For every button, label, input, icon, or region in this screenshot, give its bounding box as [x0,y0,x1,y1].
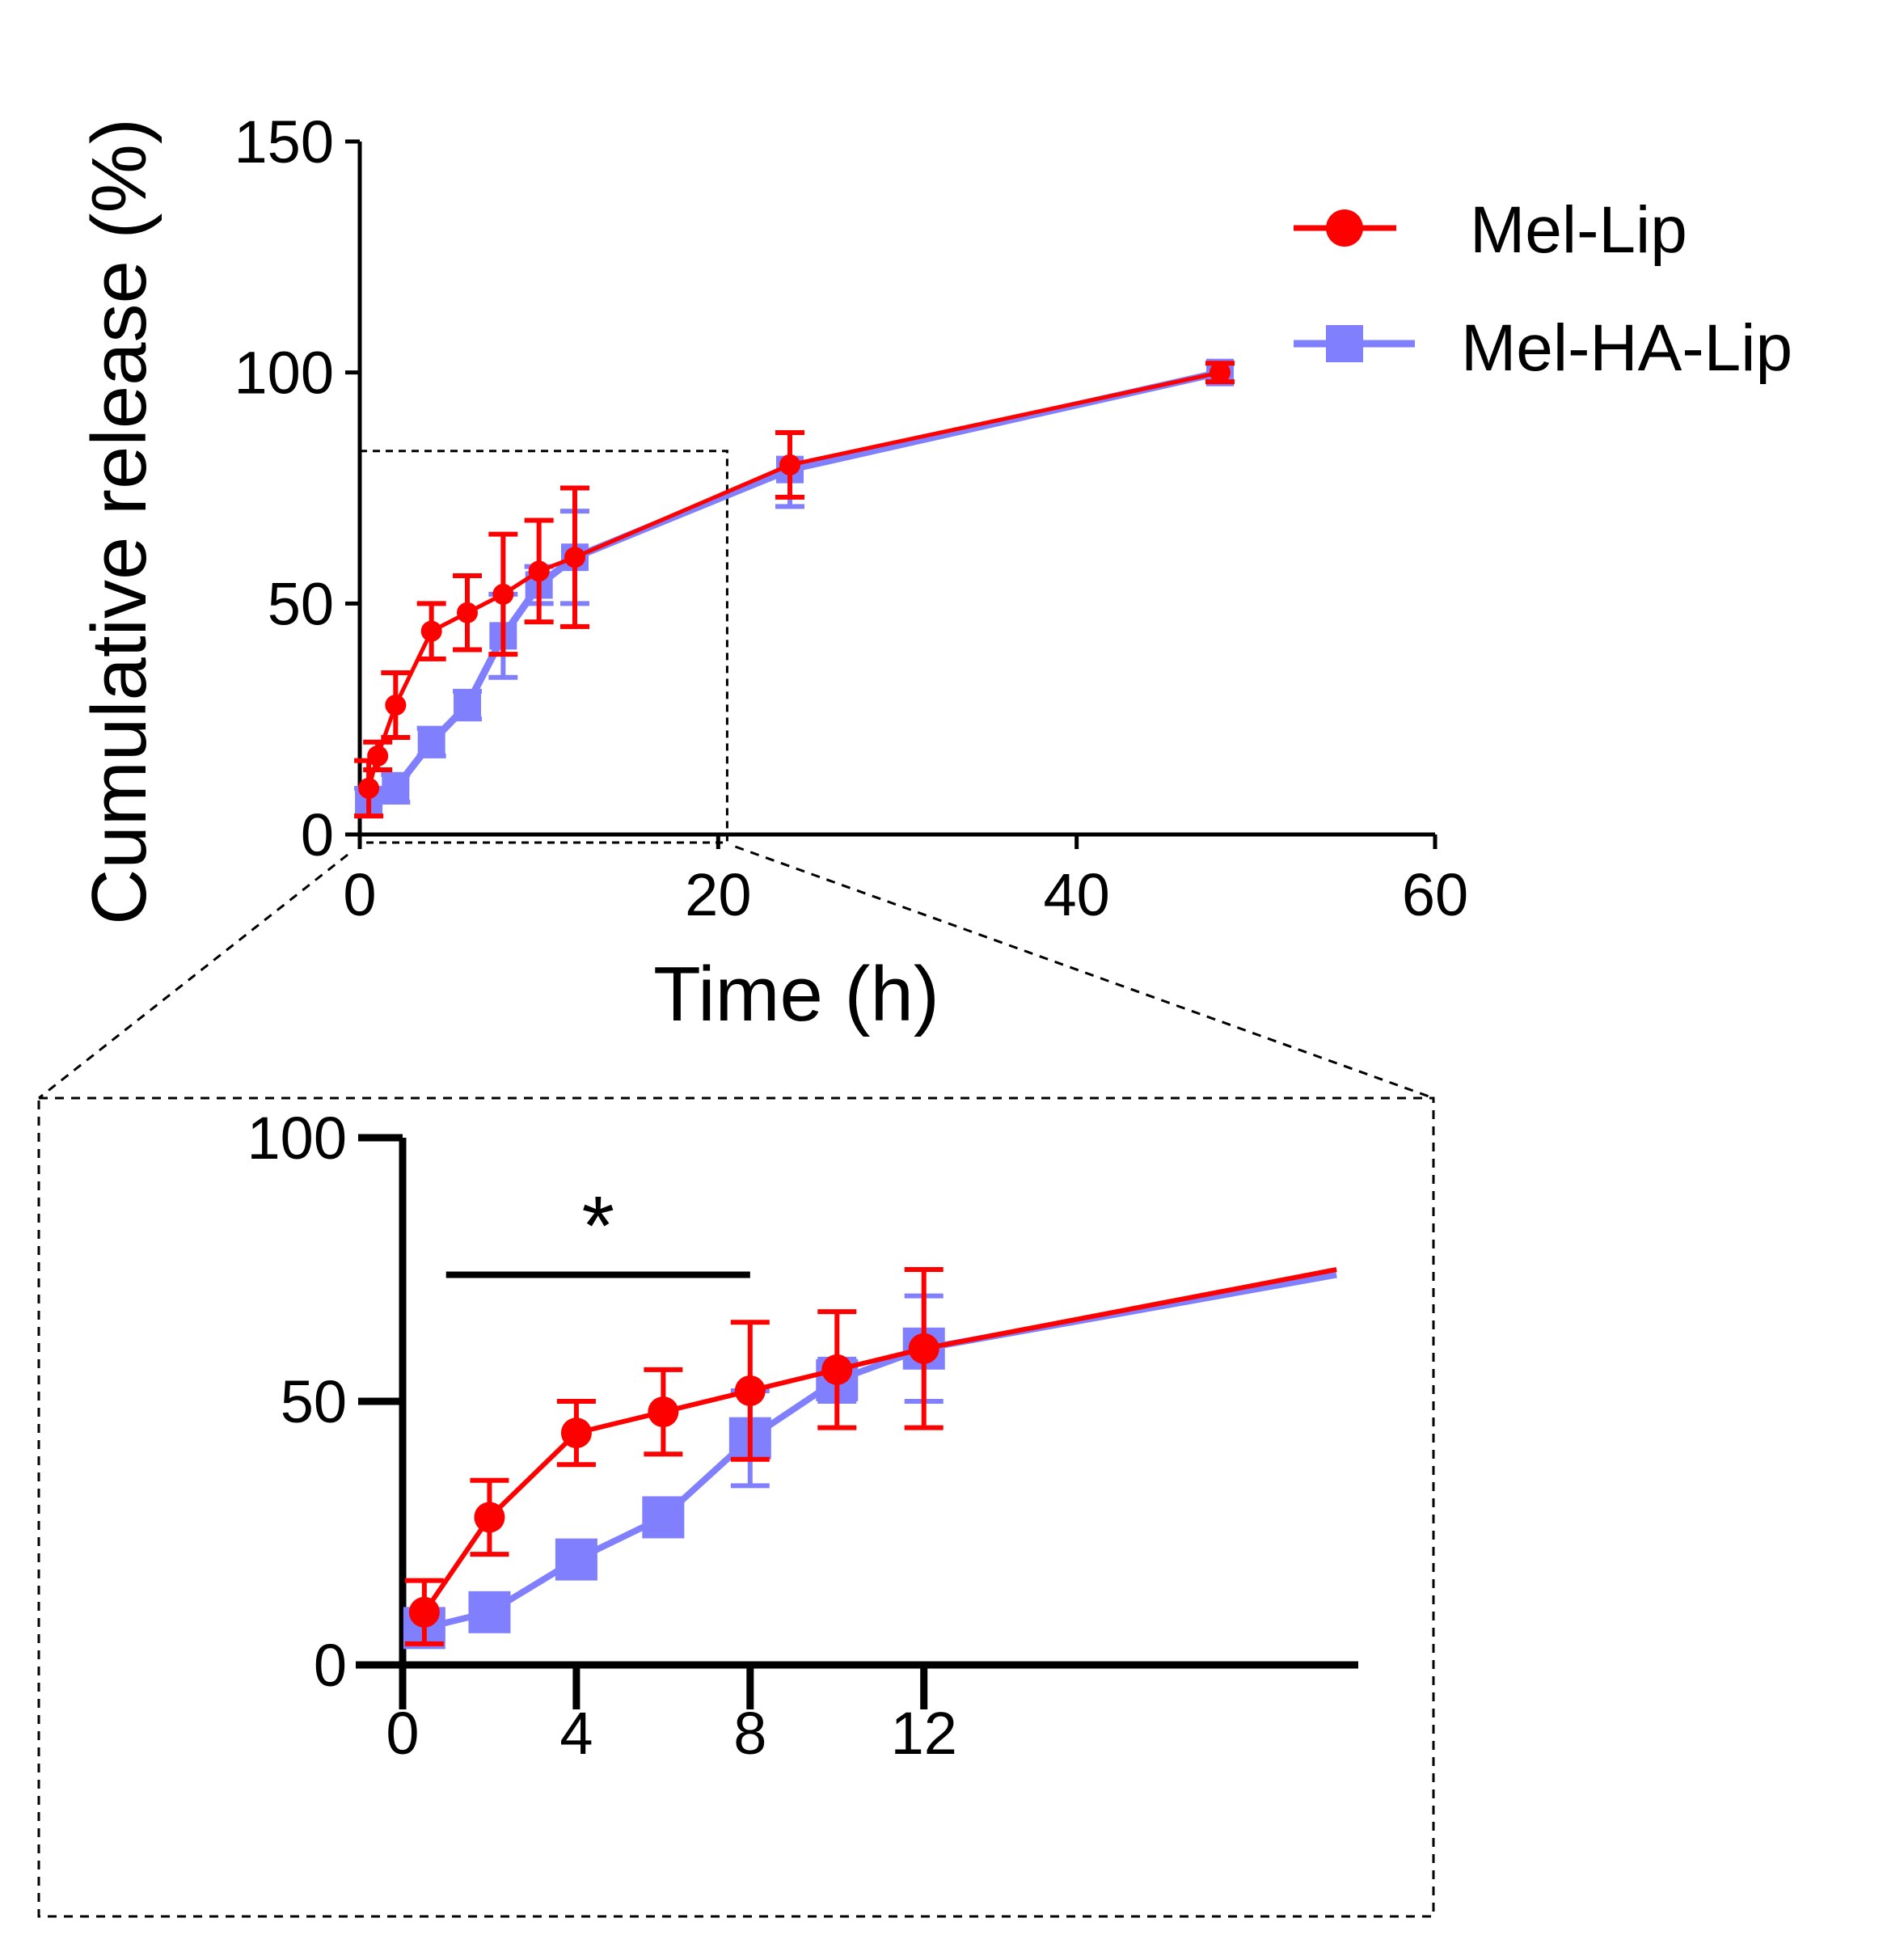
main-point-mel-lip [457,602,478,623]
main-x-tick-label: 60 [1402,861,1468,928]
main-x-tick-label: 40 [1044,861,1110,928]
inset-series-mel-lip [404,1267,1337,1646]
main-point-mel-lip [528,560,550,582]
legend-label-mel-ha-lip: Mel-HA-Lip [1461,311,1792,385]
main-point-mel-lip [492,583,514,605]
x-axis-title: Time (h) [653,951,939,1037]
y-axis-title: Cumulative release (%) [76,118,163,925]
legend: Mel-Lip Mel-HA-Lip [1294,193,1792,385]
main-point-mel-lip [564,547,585,568]
inset-x-tick-label: 8 [733,1700,766,1767]
inset-point-mel-lip [560,1417,592,1449]
inset-point-mel-ha-lip [468,1591,511,1633]
main-point-mel-ha-lip [454,691,481,720]
main-axes [345,139,1437,849]
inset-point-mel-lip [734,1375,766,1406]
main-point-mel-lip [385,695,407,716]
main-series-mel-ha-lip [354,358,1235,819]
inset-x-tick-label: 12 [891,1700,957,1767]
main-point-mel-lip [1210,361,1231,383]
main-y-tick-label: 100 [234,340,334,407]
main-chart: 0 50 100 150 0 20 40 60 Time (h) Cumulative rel… [38,108,1469,1100]
inset-x-tick-label: 4 [559,1700,593,1767]
main-y-tick-label: 50 [268,570,334,637]
legend-marker-mel-lip [1326,209,1363,247]
main-x-tick-label: 20 [685,861,751,928]
inset-point-mel-lip [908,1333,939,1364]
inset-point-mel-lip [821,1354,853,1385]
inset-point-mel-ha-lip [555,1538,597,1581]
inset-point-mel-lip [408,1596,440,1628]
main-y-tick-label: 0 [301,801,334,868]
inset-point-mel-ha-lip [642,1496,685,1539]
inset-y-tick-label: 100 [247,1105,347,1172]
zoom-connector-left [38,853,348,1100]
inset-frame [37,1096,1435,1918]
main-series-mel-lip [354,361,1235,819]
inset-chart: 0 50 100 0 4 8 12 * [37,1096,1435,1918]
main-point-mel-ha-lip [382,774,410,802]
main-line-mel-lip [366,370,1221,789]
main-x-tick-label: 0 [343,861,376,928]
zoom-connector-right [734,845,1434,1100]
main-point-mel-lip [420,620,442,642]
inset-y-tick-label: 0 [314,1632,347,1699]
main-point-mel-lip [367,745,389,767]
significance-star: * [582,1180,614,1274]
main-point-mel-ha-lip [417,728,445,756]
legend-marker-mel-ha-lip [1326,325,1363,362]
inset-point-mel-lip [648,1396,679,1428]
inset-point-mel-lip [474,1502,505,1533]
main-point-mel-lip [779,454,800,475]
significance-annotation: * [445,1180,750,1278]
main-point-mel-lip [358,777,380,799]
inset-tick-labels: 0 50 100 0 4 8 12 [247,1105,957,1767]
main-series [354,358,1235,819]
main-y-tick-label: 150 [234,108,334,175]
inset-axes [356,1134,1358,1709]
inset-x-tick-label: 0 [386,1700,419,1767]
zoom-region-box [358,450,728,844]
inset-y-tick-label: 50 [281,1368,347,1435]
legend-label-mel-lip: Mel-Lip [1470,193,1687,267]
inset-series [403,1267,1337,1650]
main-tick-labels: 0 50 100 150 0 20 40 60 [234,108,1469,928]
